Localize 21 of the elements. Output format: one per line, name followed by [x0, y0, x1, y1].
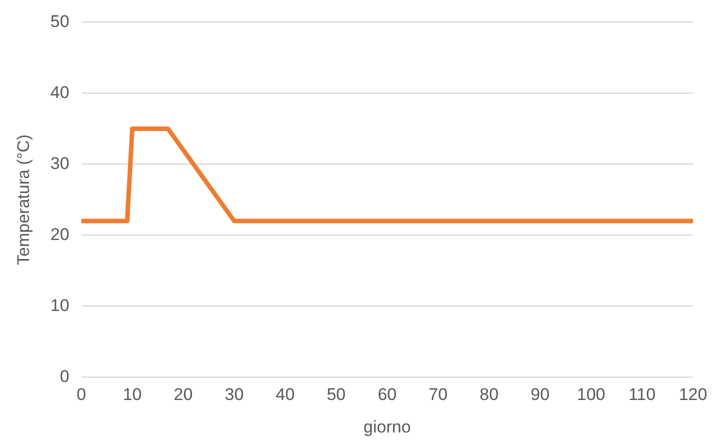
x-tick-label: 70	[428, 385, 448, 404]
y-axis-title: Temperatura (°C)	[14, 134, 33, 265]
x-tick-label: 20	[174, 385, 193, 404]
y-tick-label: 0	[60, 366, 70, 386]
x-tick-label: 10	[122, 385, 142, 404]
x-axis-title: giorno	[364, 417, 411, 436]
y-tick-label: 10	[50, 296, 70, 315]
x-tick-label: 100	[576, 385, 606, 404]
x-tick-label: 0	[76, 385, 86, 404]
x-tick-label: 110	[628, 385, 656, 404]
x-tick-label: 80	[480, 385, 499, 404]
y-tick-label: 20	[50, 224, 70, 244]
x-tick-label: 50	[326, 385, 346, 404]
x-tick-label: 120	[678, 385, 708, 404]
y-tick-label: 40	[50, 82, 70, 102]
y-tick-label: 30	[50, 154, 70, 173]
y-tick-label: 50	[50, 12, 70, 31]
x-tick-label: 30	[224, 385, 244, 404]
x-tick-label: 60	[378, 385, 397, 404]
x-tick-label: 90	[530, 385, 550, 404]
x-tick-label: 40	[276, 385, 295, 404]
